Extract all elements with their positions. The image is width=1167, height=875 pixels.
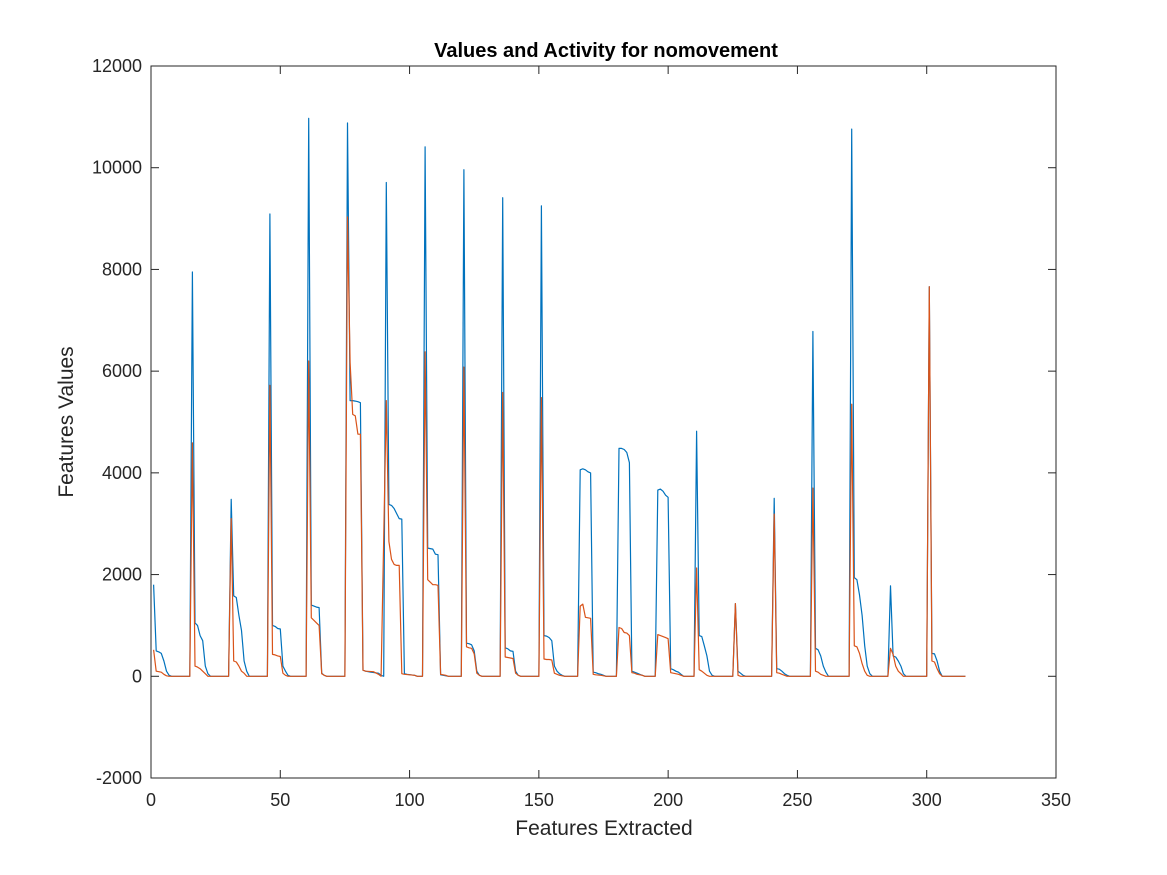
y-tick-label: 12000 (92, 56, 142, 76)
x-tick-label: 300 (912, 790, 942, 810)
series-line-2 (153, 216, 966, 677)
plot-background (151, 66, 1056, 778)
plot-frame (150, 65, 1057, 779)
y-axis-label: Features Values (55, 346, 78, 497)
y-tick-label: 8000 (102, 259, 142, 279)
x-tick-label: 200 (653, 790, 683, 810)
y-tick-label: 6000 (102, 361, 142, 381)
x-tick-label: 50 (270, 790, 290, 810)
y-tick-label: 4000 (102, 463, 142, 483)
y-tick-label: 10000 (92, 158, 142, 178)
y-tick-label: 0 (132, 666, 142, 686)
x-axis-label: Features Extracted (515, 817, 692, 840)
x-tick-label: 250 (782, 790, 812, 810)
x-tick-label: 150 (524, 790, 554, 810)
x-tick-label: 350 (1041, 790, 1071, 810)
y-tick-label: -2000 (96, 768, 142, 788)
chart-title: Values and Activity for nomovement (434, 40, 778, 62)
y-tick-label: 2000 (102, 565, 142, 585)
x-axis: 0 50 100 150 200 250 300 350 (146, 66, 1071, 810)
series-layer (153, 117, 966, 677)
x-tick-label: 0 (146, 790, 156, 810)
x-tick-label: 100 (395, 790, 425, 810)
y-axis: -2000 0 2000 4000 6000 8000 10000 12000 (92, 56, 1056, 788)
